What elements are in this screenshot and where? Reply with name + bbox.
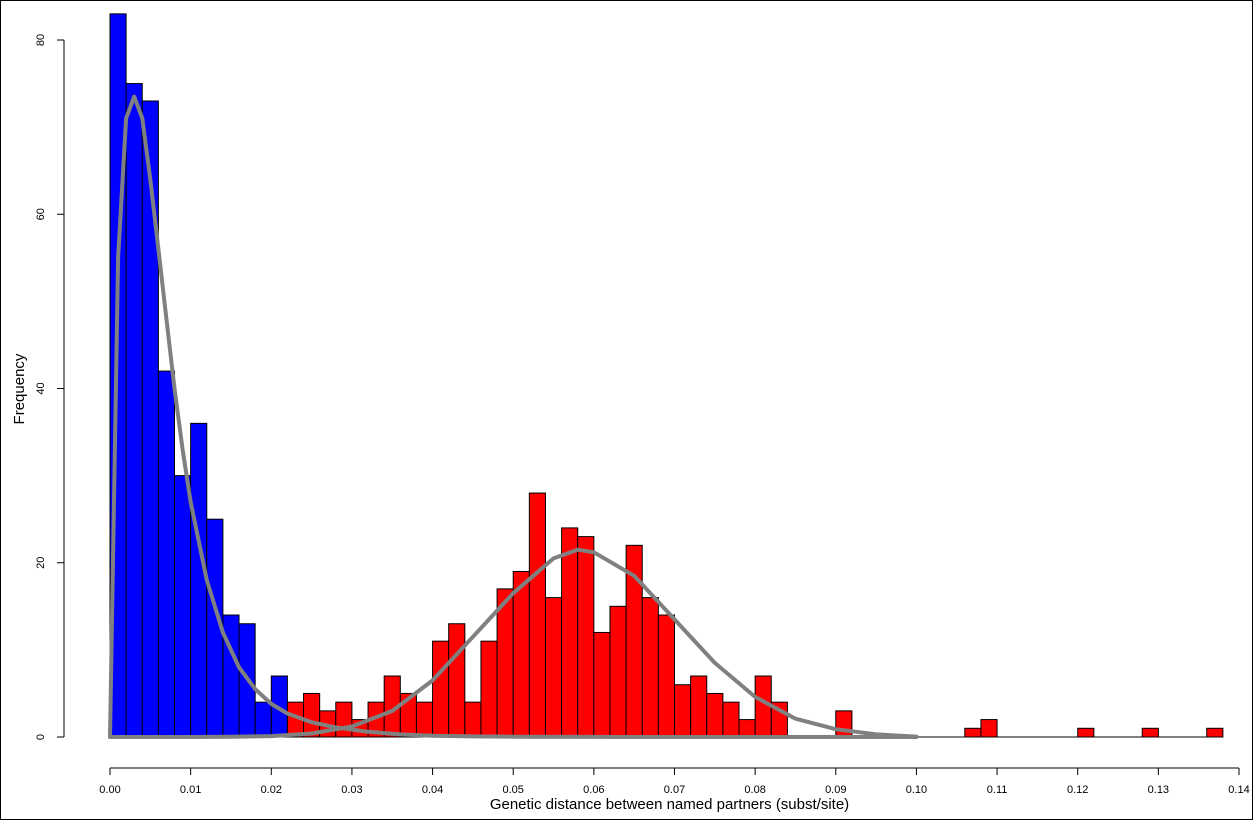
bar xyxy=(415,701,434,738)
x-tick-label: 0.13 xyxy=(1148,784,1169,796)
bar xyxy=(1141,727,1159,738)
bar xyxy=(125,83,143,738)
bar xyxy=(738,719,756,738)
y-axis: 0 20 40 60 80 xyxy=(35,34,65,740)
x-tick-label: 0.10 xyxy=(906,784,927,796)
x-tick-label: 0.00 xyxy=(99,784,120,796)
bar xyxy=(964,727,982,738)
bar xyxy=(528,492,546,738)
x-tick-label: 0.09 xyxy=(825,784,846,796)
bar xyxy=(157,370,176,738)
bar xyxy=(512,570,530,738)
y-tick-label: 40 xyxy=(35,382,47,394)
bar xyxy=(609,605,627,738)
bar xyxy=(544,597,563,738)
bar xyxy=(980,719,998,738)
bars-layer xyxy=(109,13,1224,738)
bar xyxy=(835,710,853,738)
bar xyxy=(464,701,482,738)
density-curve xyxy=(108,94,919,739)
y-tick-label: 0 xyxy=(35,734,47,740)
x-tick-label: 0.06 xyxy=(583,784,604,796)
y-axis-title: Frequency xyxy=(11,353,28,424)
x-tick-label: 0.05 xyxy=(503,784,524,796)
bar xyxy=(190,422,208,738)
bar xyxy=(657,614,675,738)
bar xyxy=(674,684,692,738)
x-tick-label: 0.12 xyxy=(1067,784,1088,796)
bar xyxy=(1206,727,1224,738)
x-axis-title: Genetic distance between named partners … xyxy=(490,796,849,813)
x-tick-label: 0.07 xyxy=(664,784,685,796)
bar xyxy=(480,640,498,738)
bar xyxy=(593,631,611,738)
density-curve xyxy=(108,547,919,739)
bar xyxy=(561,527,579,738)
bar xyxy=(496,588,514,738)
bar xyxy=(690,675,708,738)
bar xyxy=(1077,727,1095,738)
x-axis: 0.00 0.01 0.02 0.03 0.04 0.05 0.06 0.07 0.08 0.09… xyxy=(99,767,1250,796)
bar xyxy=(577,536,595,738)
bar xyxy=(706,692,724,738)
y-tick-label: 20 xyxy=(35,557,47,569)
bar xyxy=(254,701,272,738)
bar xyxy=(174,475,192,738)
x-tick-label: 0.04 xyxy=(422,784,443,796)
y-tick-label: 60 xyxy=(35,208,47,220)
bar xyxy=(335,701,353,738)
x-tick-label: 0.02 xyxy=(261,784,282,796)
bar xyxy=(641,597,659,738)
bar xyxy=(432,640,450,738)
x-tick-label: 0.03 xyxy=(341,784,362,796)
bar xyxy=(722,701,740,738)
bar xyxy=(448,623,466,738)
bar xyxy=(303,692,321,738)
x-tick-label: 0.14 xyxy=(1228,784,1249,796)
y-tick-label: 80 xyxy=(35,34,47,46)
x-tick-label: 0.01 xyxy=(180,784,201,796)
x-tick-label: 0.08 xyxy=(744,784,765,796)
x-tick-label: 0.11 xyxy=(987,784,1008,796)
density-curves xyxy=(108,94,919,739)
